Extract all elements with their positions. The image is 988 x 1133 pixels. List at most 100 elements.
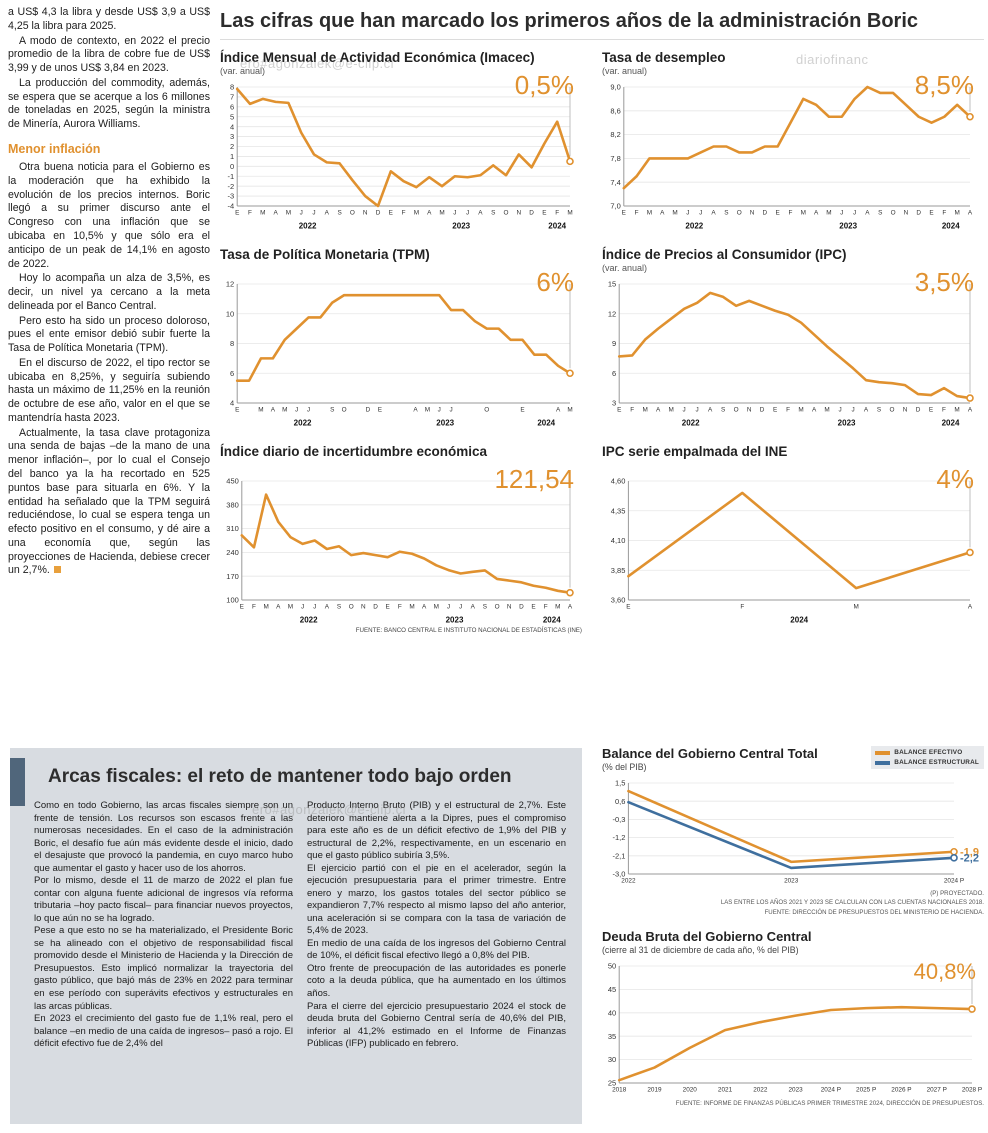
svg-text:A: A (968, 407, 973, 414)
svg-text:M: M (672, 210, 677, 217)
svg-text:M: M (434, 604, 439, 611)
svg-text:2024: 2024 (790, 616, 808, 625)
svg-text:O: O (495, 604, 500, 611)
svg-text:M: M (288, 604, 293, 611)
paragraph: En el discurso de 2022, el tipo rector s… (8, 356, 210, 424)
svg-text:J: J (300, 210, 303, 217)
svg-text:M: M (282, 407, 287, 414)
svg-text:M: M (260, 210, 265, 217)
svg-text:4,35: 4,35 (611, 506, 626, 515)
chart-subtitle: (var. anual) (602, 66, 648, 76)
svg-text:F: F (630, 407, 634, 414)
svg-text:M: M (853, 604, 858, 611)
svg-text:-1: -1 (228, 172, 235, 181)
svg-text:2022: 2022 (621, 878, 636, 885)
svg-text:M: M (286, 210, 291, 217)
chart-big-value: 40,8% (913, 959, 976, 985)
chart-plot-deuda: 50 45 40 35 30 25 2018 2019 2020 2021 2022 2023 2024… (602, 960, 984, 1098)
svg-text:7,8: 7,8 (610, 154, 620, 163)
chart-title: Balance del Gobierno Central Total (602, 746, 818, 761)
svg-text:2024: 2024 (543, 616, 561, 625)
svg-text:9: 9 (612, 339, 616, 348)
svg-text:M: M (263, 604, 268, 611)
chart-card-incertidumbre: Índice diario de incertidumbre económica… (220, 444, 582, 634)
svg-text:25: 25 (608, 1079, 616, 1088)
svg-text:A: A (812, 407, 817, 414)
svg-text:F: F (555, 210, 559, 217)
svg-text:S: S (330, 407, 334, 414)
paragraph: Pese a que esto no se ha materializado, … (34, 925, 293, 1012)
svg-text:E: E (776, 210, 780, 217)
svg-text:F: F (402, 210, 406, 217)
svg-text:15: 15 (608, 280, 616, 289)
svg-text:O: O (734, 407, 739, 414)
svg-text:50: 50 (608, 962, 616, 971)
svg-text:J: J (853, 210, 856, 217)
chart-title: IPC serie empalmada del INE (602, 444, 788, 459)
svg-text:8: 8 (230, 339, 234, 348)
svg-text:-4: -4 (228, 202, 235, 211)
svg-text:J: J (453, 210, 456, 217)
paragraph: LAS ENTRE LOS AÑOS 2021 Y 2023 SE CALCUL… (720, 899, 984, 907)
svg-text:3,60: 3,60 (611, 596, 626, 605)
svg-text:E: E (622, 210, 626, 217)
svg-text:E: E (626, 604, 630, 611)
svg-text:3: 3 (612, 399, 616, 408)
svg-text:-2: -2 (228, 182, 235, 191)
svg-text:E: E (929, 210, 933, 217)
svg-text:240: 240 (226, 548, 239, 557)
svg-text:0,6: 0,6 (615, 797, 625, 806)
paragraph: En medio de una caída de los ingresos de… (307, 937, 566, 962)
svg-text:A: A (471, 604, 476, 611)
paragraph: El ejercicio partió con el pie en el ace… (307, 862, 566, 937)
svg-text:J: J (683, 407, 686, 414)
chart-source-note: FUENTE: INFORME DE FINANZAS PÚBLICAS PRI… (675, 1100, 984, 1108)
svg-text:E: E (386, 604, 390, 611)
svg-text:-3,0: -3,0 (612, 870, 625, 879)
svg-text:-2,2: -2,2 (960, 852, 979, 864)
svg-text:N: N (363, 210, 368, 217)
svg-text:100: 100 (226, 596, 239, 605)
svg-text:450: 450 (226, 477, 239, 486)
paragraph: La producción del commodity, además, se … (8, 76, 210, 131)
svg-text:F: F (942, 210, 946, 217)
paragraph: A modo de contexto, en 2022 el precio pr… (8, 34, 210, 75)
legend-item: BALANCE EFECTIVO (875, 749, 979, 756)
svg-text:F: F (786, 407, 790, 414)
svg-text:D: D (366, 407, 371, 414)
svg-text:M: M (643, 407, 648, 414)
paragraph: Otra buena noticia para el Gobierno es l… (8, 161, 210, 270)
svg-text:4: 4 (230, 122, 234, 131)
svg-text:S: S (724, 210, 728, 217)
chart-notes: (P) PROYECTADO. LAS ENTRE LOS AÑOS 2021 Y… (602, 889, 984, 917)
left-article-column: a US$ 4,3 la libra y desde US$ 3,9 a US$… (8, 6, 210, 579)
chart-subtitle (220, 263, 582, 275)
paragraph: En 2023 el crecimiento del gasto fue de … (34, 1013, 293, 1050)
svg-text:6: 6 (230, 369, 234, 378)
inflation-subhead: Menor inflación (8, 141, 101, 156)
svg-text:35: 35 (608, 1032, 616, 1041)
svg-text:2022: 2022 (753, 1087, 768, 1094)
svg-text:A: A (968, 604, 973, 611)
svg-text:J: J (459, 604, 462, 611)
chart-plot-balance: 1,5 0,6 -0,3 -1,2 -2,1 -3,0 2022 2023 2024 P -1,9… (602, 777, 984, 889)
chart-big-value: 8,5% (914, 70, 974, 100)
svg-text:J: J (438, 407, 441, 414)
svg-text:J: J (312, 210, 315, 217)
svg-text:E: E (773, 407, 777, 414)
chart-plot-ipc: 15 12 9 6 3 E F M A M J J A S O N D E F M A M J J A S O N D E F M A 2022 2… (602, 278, 982, 428)
svg-text:F: F (942, 407, 946, 414)
svg-text:M: M (567, 407, 572, 414)
chart-big-value: 0,5% (514, 70, 574, 100)
svg-text:2024: 2024 (548, 222, 566, 231)
fiscal-charts: Balance del Gobierno Central Total (% de… (602, 746, 984, 1119)
svg-text:A: A (422, 604, 427, 611)
svg-text:2023: 2023 (839, 222, 857, 231)
svg-text:2022: 2022 (299, 222, 317, 231)
paragraph: Pero esto ha sido un proceso doloroso, p… (8, 314, 210, 355)
watermark-text: diariofinanc (796, 52, 869, 67)
svg-text:E: E (531, 604, 535, 611)
svg-text:2027 P: 2027 P (927, 1087, 947, 1094)
